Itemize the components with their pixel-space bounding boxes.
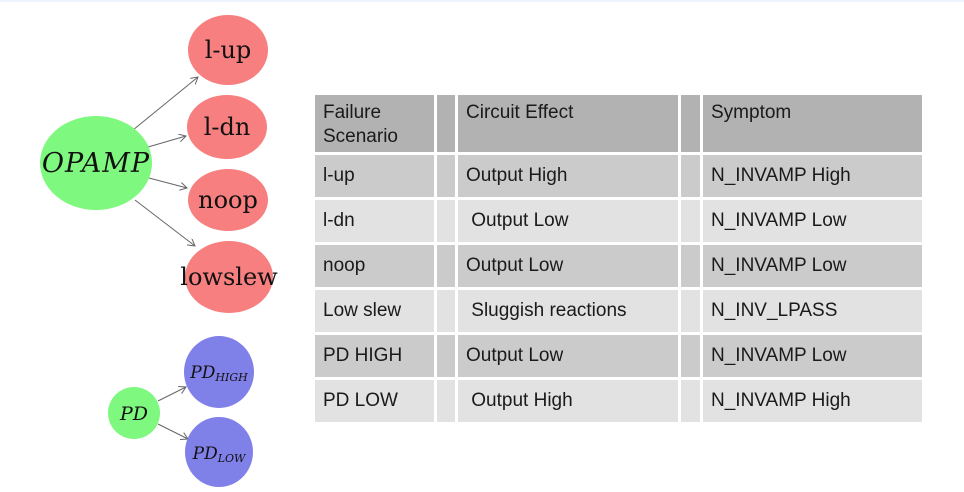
fault-tree-diagram: OPAMP l-up l-dn noop lowslew PD PDHIGH [40, 15, 278, 487]
table-row: PD HIGH Output Low N_INVAMP Low [315, 335, 922, 377]
header-failure-scenario: Failure Scenario [315, 95, 434, 152]
cell-spacer [437, 380, 455, 422]
cell-spacer [681, 245, 700, 287]
cell-effect: Sluggish reactions [458, 290, 678, 332]
node-ldn: l-dn [187, 95, 267, 159]
arrow-opamp-ldn [147, 136, 186, 148]
pd-tree-arrows [157, 387, 188, 439]
node-noop-label: noop [198, 186, 258, 214]
node-lowslew: lowslew [180, 241, 278, 313]
cell-symptom: N_INV_LPASS [703, 290, 922, 332]
opamp-tree-arrows [132, 77, 198, 246]
failure-symptom-table: Failure Scenario Circuit Effect Symptom … [315, 95, 922, 422]
cell-spacer [681, 380, 700, 422]
cell-spacer [437, 335, 455, 377]
node-opamp-label: OPAMP [42, 148, 150, 179]
arrow-opamp-lowslew [134, 199, 195, 246]
top-edge-strip [0, 0, 964, 2]
cell-scenario: PD LOW [315, 380, 434, 422]
cell-effect: Output Low [458, 200, 678, 242]
cell-effect: Output Low [458, 335, 678, 377]
arrow-opamp-noop [148, 177, 187, 188]
header-circuit-effect: Circuit Effect [458, 95, 678, 152]
cell-scenario: l-dn [315, 200, 434, 242]
cell-scenario: PD HIGH [315, 335, 434, 377]
node-pd-high: PDHIGH [184, 336, 254, 408]
cell-spacer [681, 335, 700, 377]
cell-spacer [681, 290, 700, 332]
cell-effect: Output High [458, 380, 678, 422]
node-pd-label: PD [119, 403, 148, 425]
table-row: PD LOW Output High N_INVAMP High [315, 380, 922, 422]
cell-scenario: l-up [315, 155, 434, 197]
cell-spacer [437, 245, 455, 287]
cell-symptom: N_INVAMP Low [703, 200, 922, 242]
arrow-pd-low [157, 423, 188, 439]
cell-scenario: Low slew [315, 290, 434, 332]
node-pd-high-label: PDHIGH [189, 363, 248, 384]
header-symptom: Symptom [703, 95, 922, 152]
table-row: Low slew Sluggish reactions N_INV_LPASS [315, 290, 922, 332]
node-pd: PD [108, 387, 160, 439]
cell-effect: Output Low [458, 245, 678, 287]
node-noop: noop [188, 169, 268, 231]
cell-symptom: N_INVAMP High [703, 380, 922, 422]
header-spacer-1 [437, 95, 455, 152]
node-lup-label: l-up [205, 36, 252, 64]
node-opamp: OPAMP [40, 116, 152, 210]
cell-spacer [437, 290, 455, 332]
node-lowslew-label: lowslew [180, 263, 278, 291]
cell-spacer [437, 200, 455, 242]
table-row: l-dn Output Low N_INVAMP Low [315, 200, 922, 242]
cell-spacer [437, 155, 455, 197]
cell-effect: Output High [458, 155, 678, 197]
node-lup: l-up [188, 15, 268, 85]
node-pd-low: PDLOW [185, 417, 253, 487]
node-pd-low-label: PDLOW [192, 444, 247, 465]
cell-symptom: N_INVAMP Low [703, 245, 922, 287]
table-row: l-up Output High N_INVAMP High [315, 155, 922, 197]
cell-scenario: noop [315, 245, 434, 287]
arrow-opamp-lup [132, 77, 198, 131]
table-row: noop Output Low N_INVAMP Low [315, 245, 922, 287]
cell-symptom: N_INVAMP High [703, 155, 922, 197]
table-header-row: Failure Scenario Circuit Effect Symptom [315, 95, 922, 152]
node-ldn-label: l-dn [204, 113, 251, 141]
arrow-pd-high [157, 387, 186, 402]
cell-symptom: N_INVAMP Low [703, 335, 922, 377]
header-spacer-2 [681, 95, 700, 152]
cell-spacer [681, 155, 700, 197]
cell-spacer [681, 200, 700, 242]
